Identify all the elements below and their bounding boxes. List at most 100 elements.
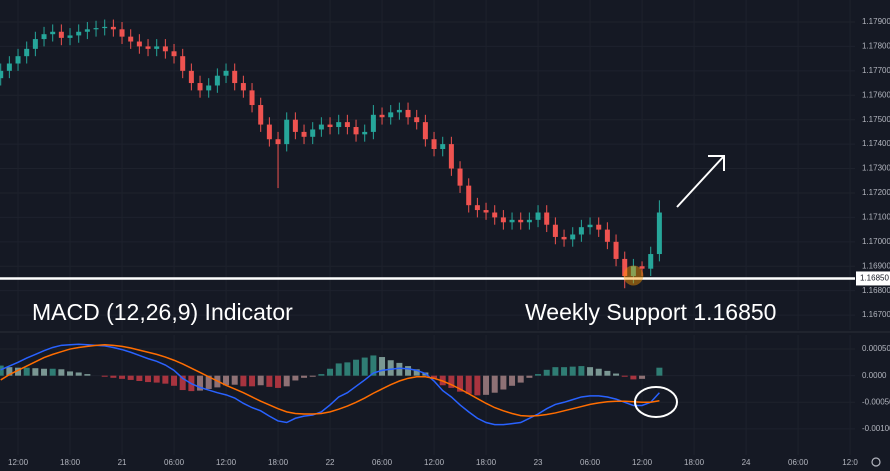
histogram-bar <box>301 375 308 378</box>
histogram-bar <box>517 375 524 383</box>
histogram-bar <box>639 375 646 379</box>
candle-body <box>171 51 177 57</box>
x-tick-label: 12:0 <box>842 458 858 467</box>
histogram-bar <box>370 355 377 376</box>
candle-body <box>232 70 238 84</box>
settings-icon[interactable] <box>871 457 881 467</box>
histogram-bar <box>119 375 126 379</box>
histogram-bar <box>587 367 594 376</box>
histogram-bar <box>223 375 230 386</box>
y-tick-label: 1.17100 <box>862 213 890 222</box>
candle-body <box>526 219 532 223</box>
histogram-bar <box>457 375 464 392</box>
y-tick-label: 1.17200 <box>862 188 890 197</box>
histogram-bar <box>656 367 663 376</box>
x-tick-label: 24 <box>742 458 751 467</box>
histogram-bar <box>431 375 438 379</box>
candle-body <box>362 131 368 135</box>
y-tick-label: 1.17600 <box>862 90 890 99</box>
histogram-bar <box>327 368 334 376</box>
candle-body <box>500 217 506 223</box>
candle-body <box>15 56 21 64</box>
histogram-bar <box>15 367 22 376</box>
x-tick-label: 12:00 <box>424 458 445 467</box>
histogram-bar <box>561 367 568 376</box>
candle-body <box>630 266 636 277</box>
histogram-bar <box>595 368 602 376</box>
histogram-bar <box>84 374 91 376</box>
x-tick-label: 06:00 <box>788 458 809 467</box>
arrow-head <box>708 155 725 171</box>
candle-body <box>596 224 602 230</box>
candle-body <box>284 119 290 145</box>
candle-body <box>206 85 212 91</box>
candle-body <box>258 105 264 125</box>
candle-body <box>318 124 324 130</box>
y-tick-label: 1.17300 <box>862 164 890 173</box>
candle-body <box>93 28 99 30</box>
candle-body <box>327 124 333 128</box>
candle-body <box>656 212 662 255</box>
candle-body <box>544 212 550 225</box>
histogram-bar <box>613 373 620 376</box>
histogram-bar <box>405 366 412 376</box>
candle-body <box>370 114 376 132</box>
candle-body <box>578 227 584 235</box>
histogram-bar <box>621 375 628 377</box>
x-tick-label: 18:00 <box>268 458 289 467</box>
candle-body <box>422 122 428 140</box>
x-tick-label: 12:00 <box>8 458 29 467</box>
x-tick-label: 06:00 <box>580 458 601 467</box>
histogram-bar <box>249 375 256 387</box>
histogram-bar <box>179 375 186 391</box>
histogram-bar <box>23 367 30 376</box>
histogram-bar <box>6 367 13 376</box>
y-tick-label: 1.16800 <box>862 286 890 295</box>
candle-body <box>388 112 394 118</box>
histogram-bar <box>474 375 481 396</box>
candle-body <box>301 131 307 137</box>
candle-body <box>379 114 385 118</box>
x-tick-label: 22 <box>326 458 335 467</box>
x-tick-label: 18:00 <box>60 458 81 467</box>
grid <box>0 0 855 455</box>
histogram-bar <box>171 375 178 386</box>
support-label-box <box>856 271 890 286</box>
candle-body <box>0 70 4 79</box>
y-tick-label: 0.00050 <box>862 344 890 353</box>
candle-body <box>535 212 541 220</box>
x-tick-label: 12:00 <box>216 458 237 467</box>
histogram-bar <box>465 375 472 394</box>
histogram-bar <box>379 357 386 376</box>
histogram-bar <box>162 375 169 384</box>
candle-body <box>396 109 402 113</box>
histogram-bar <box>361 357 368 376</box>
x-tick-label: 18:00 <box>476 458 497 467</box>
y-tick-label: 1.16700 <box>862 310 890 319</box>
candle-body <box>110 26 116 30</box>
candle-body <box>275 139 281 145</box>
histogram-bar <box>578 366 585 376</box>
histogram-bar <box>604 370 611 376</box>
histogram-bar <box>483 375 490 395</box>
candle-body <box>552 224 558 237</box>
x-tick-label: 06:00 <box>372 458 393 467</box>
candle-body <box>58 31 64 38</box>
histogram-bar <box>309 375 316 377</box>
candle-body <box>613 241 619 259</box>
histogram-bar <box>526 375 533 378</box>
candle-body <box>405 109 411 118</box>
histogram-bar <box>353 359 360 376</box>
histogram-bar <box>145 375 152 383</box>
candle-body <box>344 122 350 128</box>
histogram-bar <box>0 365 4 376</box>
y-tick-label: 1.17500 <box>862 115 890 124</box>
candle-body <box>6 63 12 71</box>
y-tick-label: 1.16900 <box>862 261 890 270</box>
support-touch-marker <box>623 265 644 286</box>
histogram-bar <box>413 369 420 376</box>
candle-body <box>240 83 246 91</box>
y-tick-label: 1.18000 <box>862 0 890 2</box>
histogram-bar <box>543 369 550 376</box>
